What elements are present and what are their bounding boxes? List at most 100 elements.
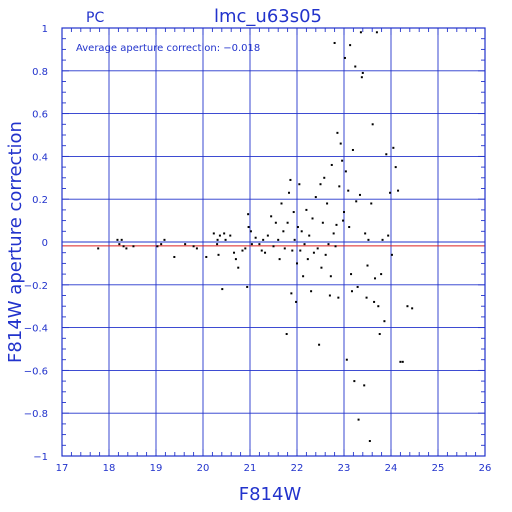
data-point	[278, 258, 281, 261]
data-point	[302, 275, 305, 278]
data-point	[350, 290, 353, 293]
y-tick-label: 0.6	[32, 110, 48, 121]
y-tick-label: 0.2	[32, 195, 48, 206]
data-point	[371, 123, 374, 126]
data-point	[125, 247, 128, 250]
data-point	[377, 305, 380, 308]
average-annotation: Average aperture correction: −0.018	[76, 43, 260, 54]
x-tick-label: 24	[385, 463, 398, 474]
x-axis-label: F814W	[239, 484, 302, 505]
data-point	[349, 44, 352, 47]
data-point	[365, 296, 368, 299]
data-point	[348, 226, 351, 229]
data-point	[223, 232, 226, 235]
data-point	[327, 243, 330, 246]
data-point	[336, 131, 339, 134]
x-tick-label: 17	[56, 463, 69, 474]
data-point	[298, 183, 301, 186]
data-point	[387, 234, 390, 237]
data-point	[333, 41, 336, 44]
data-point	[357, 418, 360, 421]
data-point	[283, 247, 286, 250]
data-point	[246, 285, 249, 288]
data-point	[358, 193, 361, 196]
data-point	[342, 219, 345, 222]
data-point	[335, 223, 338, 226]
data-point	[344, 170, 347, 173]
data-point	[241, 249, 244, 252]
data-point	[370, 202, 373, 205]
data-point	[280, 202, 283, 205]
data-point	[354, 65, 357, 68]
chart-title: lmc_u63s05	[214, 6, 322, 27]
data-point	[282, 230, 285, 233]
data-point	[359, 31, 362, 34]
data-point	[289, 178, 292, 181]
data-point	[277, 238, 280, 241]
data-point	[233, 251, 236, 254]
data-point	[156, 245, 159, 248]
data-point	[262, 238, 265, 241]
data-point	[163, 238, 166, 241]
data-point	[118, 243, 121, 246]
data-point	[300, 230, 303, 233]
data-point	[337, 296, 340, 299]
x-tick-label: 22	[291, 463, 304, 474]
data-point	[122, 245, 125, 248]
data-point	[378, 333, 381, 336]
axis-ticks: 17 18 19 20 21 22 23 24 25 26 −1 −0.8 −0.6 −0.4 −0.2 0 0…	[24, 24, 492, 474]
data-point	[310, 290, 313, 293]
data-point	[274, 221, 277, 224]
data-point	[328, 294, 331, 297]
data-point	[318, 343, 321, 346]
data-point	[116, 238, 119, 241]
y-tick-label: 0.4	[32, 152, 48, 163]
data-point	[356, 285, 359, 288]
x-tick-label: 19	[150, 463, 163, 474]
data-point	[360, 76, 363, 79]
data-point	[221, 288, 224, 291]
data-point	[380, 273, 383, 276]
data-point	[303, 243, 306, 246]
data-point	[295, 300, 298, 303]
data-point	[392, 146, 395, 149]
data-point	[97, 247, 100, 250]
x-tick-label: 25	[432, 463, 445, 474]
data-point	[270, 215, 273, 218]
data-point	[347, 189, 350, 192]
data-point	[399, 360, 402, 363]
data-point	[339, 142, 342, 145]
data-point	[343, 56, 346, 59]
data-point	[285, 333, 288, 336]
data-point	[244, 247, 247, 250]
data-point	[332, 232, 335, 235]
corner-label: PC	[86, 10, 104, 26]
data-point	[321, 221, 324, 224]
data-point	[314, 196, 317, 199]
data-point	[355, 200, 358, 203]
data-point	[224, 238, 227, 241]
data-point	[319, 183, 322, 186]
data-point	[394, 166, 397, 169]
x-tick-label: 20	[197, 463, 210, 474]
data-point	[406, 305, 409, 308]
data-point	[192, 245, 195, 248]
data-point	[373, 300, 376, 303]
data-point	[374, 277, 377, 280]
data-point	[345, 358, 348, 361]
data-point	[341, 159, 344, 162]
data-point	[361, 71, 364, 74]
data-point	[330, 163, 333, 166]
data-point	[338, 185, 341, 188]
data-point	[305, 208, 308, 211]
data-point	[312, 251, 315, 254]
data-point	[234, 258, 237, 261]
data-point	[350, 273, 353, 276]
data-point	[397, 189, 400, 192]
data-point	[288, 191, 291, 194]
data-point	[353, 380, 356, 383]
data-point	[292, 211, 295, 214]
data-point	[264, 251, 267, 254]
